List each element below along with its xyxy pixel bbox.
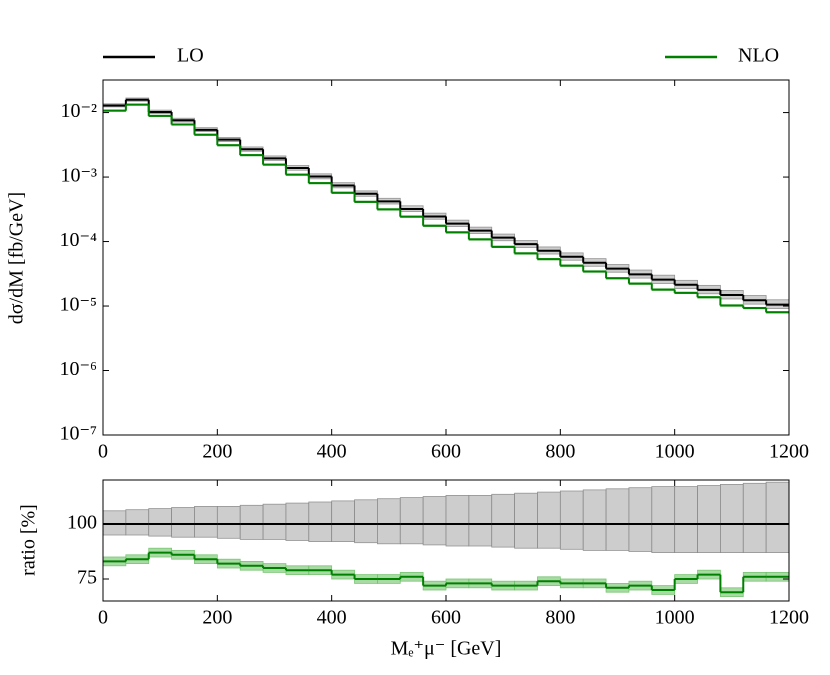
- uncertainty-band: [422, 496, 447, 546]
- y-tick-label: 10⁻²: [60, 100, 97, 122]
- x-tick-label: 200: [202, 441, 232, 463]
- x-tick-label: 400: [317, 607, 347, 629]
- x-label: Mₑ⁺μ⁻ [GeV]: [391, 638, 502, 660]
- uncertainty-band: [148, 508, 173, 537]
- uncertainty-band: [628, 487, 653, 552]
- uncertainty-band: [376, 498, 401, 545]
- uncertainty-band: [742, 482, 767, 553]
- uncertainty-band: [285, 502, 310, 541]
- uncertainty-band: [514, 492, 538, 549]
- uncertainty-band: [216, 505, 241, 539]
- x-tick-label: 800: [545, 607, 575, 629]
- x-tick-label: 0: [98, 607, 108, 629]
- x-tick-label: 200: [202, 607, 232, 629]
- uncertainty-band: [674, 486, 698, 554]
- uncertainty-band: [445, 494, 470, 547]
- uncertainty-band: [651, 486, 676, 554]
- uncertainty-band: [262, 503, 287, 540]
- uncertainty-band: [491, 493, 516, 548]
- uncertainty-band: [102, 510, 127, 536]
- legend-label: LO: [177, 45, 204, 67]
- x-tick-label: 1200: [769, 441, 809, 463]
- y-tick-label: 10⁻⁴: [59, 229, 97, 251]
- uncertainty-band: [308, 501, 333, 542]
- uncertainty-band: [605, 488, 630, 551]
- uncertainty-band: [697, 485, 721, 553]
- x-tick-label: 0: [98, 441, 108, 463]
- uncertainty-band: [125, 509, 150, 536]
- x-tick-label: 1000: [655, 607, 695, 629]
- x-tick-label: 400: [317, 441, 347, 463]
- uncertainty-band: [559, 490, 584, 550]
- uncertainty-band: [399, 497, 424, 545]
- x-tick-label: 600: [431, 607, 461, 629]
- uncertainty-band: [239, 504, 264, 540]
- legend-label: NLO: [738, 45, 779, 67]
- uncertainty-band: [354, 499, 378, 544]
- uncertainty-band: [582, 489, 607, 551]
- plot-frame: [102, 79, 790, 436]
- y-tick-label: 75: [77, 567, 97, 589]
- x-tick-label: 1200: [769, 607, 809, 629]
- y-tick-label: 10⁻⁶: [59, 358, 97, 380]
- uncertainty-band: [720, 483, 744, 553]
- y-label: ratio [%]: [18, 504, 40, 576]
- y-label: dσ/dM [fb/GeV]: [6, 192, 28, 324]
- uncertainty-band: [468, 494, 493, 547]
- uncertainty-band: [331, 500, 355, 542]
- y-tick-label: 10⁻³: [60, 165, 97, 187]
- x-tick-label: 800: [545, 441, 575, 463]
- uncertainty-band: [171, 507, 195, 538]
- y-tick-label: 10⁻⁵: [59, 294, 97, 316]
- x-tick-label: 1000: [655, 441, 695, 463]
- y-tick-label: 10⁻⁷: [59, 423, 97, 445]
- uncertainty-band: [537, 491, 561, 549]
- y-tick-label: 100: [67, 512, 97, 534]
- uncertainty-band: [765, 481, 790, 554]
- x-tick-label: 600: [431, 441, 461, 463]
- uncertainty-band: [194, 505, 218, 538]
